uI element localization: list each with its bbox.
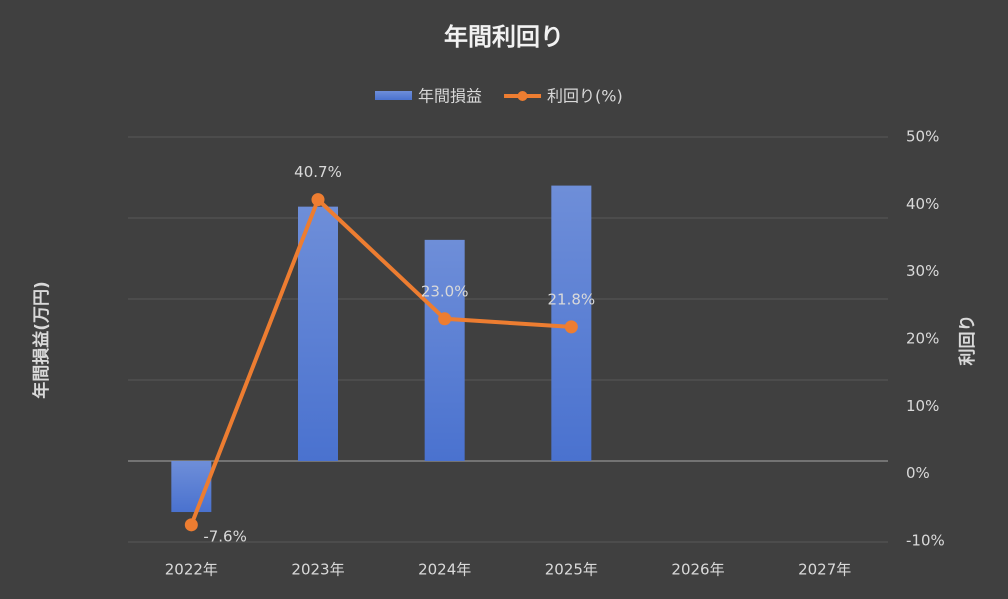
y2-axis-label: 利回り <box>957 315 978 366</box>
y2-tick-label: 0% <box>906 464 930 482</box>
y2-tick-label: 50% <box>906 128 939 146</box>
legend-label: 年間損益 <box>418 87 482 106</box>
y2-tick-label: 10% <box>906 397 939 415</box>
y2-tick-label: -10% <box>906 532 945 550</box>
legend-marker <box>517 91 528 101</box>
point <box>184 518 198 532</box>
y2-tick-label: 40% <box>906 195 939 213</box>
data-label: 23.0% <box>421 282 469 300</box>
y2-tick-label: 20% <box>906 330 939 348</box>
x-tick-label: 2022年 <box>165 561 218 579</box>
bar-shade <box>424 239 465 461</box>
point <box>311 193 325 207</box>
y2-tick-label: 30% <box>906 262 939 280</box>
x-tick-label: 2024年 <box>418 561 471 579</box>
point <box>564 320 578 334</box>
x-tick-label: 2026年 <box>671 561 724 579</box>
data-label: 40.7% <box>294 163 342 181</box>
bar-shade <box>298 206 338 461</box>
line <box>189 197 572 526</box>
point <box>438 312 452 326</box>
data-label: 21.8% <box>548 290 596 308</box>
chart-title: 年間利回り <box>444 23 564 51</box>
y-axis-label: 年間損益(万円) <box>31 281 52 399</box>
legend-label: 利回り(%) <box>547 87 623 106</box>
x-tick-label: 2027年 <box>798 561 851 579</box>
data-label: -7.6% <box>203 527 247 545</box>
legend-swatch-shade <box>375 91 412 100</box>
x-tick-label: 2023年 <box>291 561 344 579</box>
x-tick-label: 2025年 <box>545 561 598 579</box>
